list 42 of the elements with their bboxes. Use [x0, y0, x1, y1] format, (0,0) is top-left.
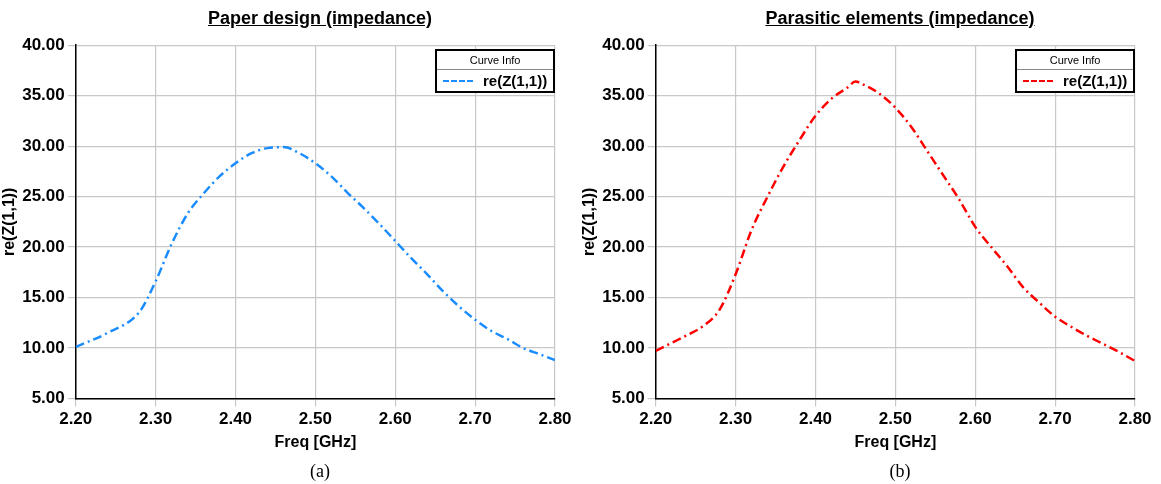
y-tick-label: 10.00 — [22, 337, 65, 357]
y-tick-label: 15.00 — [602, 287, 645, 307]
x-tick-label: 2.60 — [378, 409, 412, 429]
y-tick-label: 5.00 — [611, 388, 645, 408]
legend-title: Curve Info — [437, 51, 554, 71]
y-tick-label: 35.00 — [22, 85, 65, 105]
chart-title: Paper design (impedance) — [206, 8, 434, 29]
x-tick-label: 2.80 — [1118, 409, 1152, 429]
y-tick-label: 5.00 — [31, 388, 65, 408]
x-axis-title: Freq [GHz] — [854, 432, 937, 450]
y-tick-label: 10.00 — [602, 337, 645, 357]
x-tick-label: 2.50 — [298, 409, 332, 429]
y-axis-title: re(Z(1,1)) — [580, 187, 598, 257]
chart-title: Parasitic elements (impedance) — [764, 8, 1036, 29]
y-tick-label: 30.00 — [602, 135, 645, 155]
x-tick-label: 2.60 — [958, 409, 992, 429]
y-tick-label: 35.00 — [602, 85, 645, 105]
y-tick-label: 25.00 — [22, 186, 65, 206]
y-tick-label: 25.00 — [602, 186, 645, 206]
x-tick-label: 2.20 — [639, 409, 673, 429]
legend-label: re(Z(1,1)) — [1063, 72, 1128, 90]
x-tick-label: 2.30 — [139, 409, 173, 429]
y-tick-label: 40.00 — [602, 34, 645, 54]
text: (a) — [309, 461, 331, 482]
x-tick-label: 2.30 — [719, 409, 753, 429]
x-axis-title: Freq [GHz] — [274, 432, 357, 450]
y-tick-label: 40.00 — [22, 34, 65, 54]
x-tick-label: 2.20 — [59, 409, 93, 429]
y-axis-title: re(Z(1,1)) — [0, 187, 18, 257]
legend-label: re(Z(1,1)) — [483, 72, 548, 90]
y-tick-label: 20.00 — [602, 236, 645, 256]
y-tick-label: 20.00 — [22, 236, 65, 256]
x-tick-label: 2.80 — [538, 409, 572, 429]
y-tick-label: 15.00 — [22, 287, 65, 307]
x-tick-label: 2.70 — [458, 409, 492, 429]
x-tick-label: 2.70 — [1038, 409, 1072, 429]
x-tick-label: 2.50 — [878, 409, 912, 429]
y-tick-label: 30.00 — [22, 135, 65, 155]
text: (b) — [888, 461, 912, 482]
legend-title: Curve Info — [1017, 51, 1134, 71]
x-tick-label: 2.40 — [798, 409, 833, 429]
x-tick-label: 2.40 — [218, 409, 253, 429]
